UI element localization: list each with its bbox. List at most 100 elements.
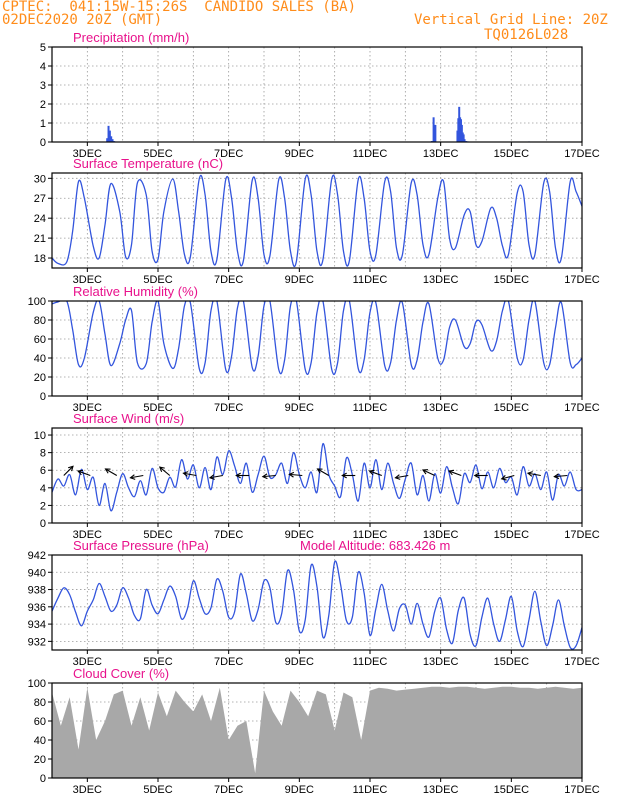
wind-arrow-shaft [63,465,74,476]
panel-frame [51,427,583,524]
x-tick-label: 9DEC [285,784,314,796]
y-tick-label: 20 [34,372,46,384]
header-product-code: TQ0126L028 [484,27,569,43]
y-tick-label: 2 [40,500,46,512]
precip-bar [462,134,465,142]
humidity-panel: 0 20 40 60 80 100 3DEC 5DEC 7DEC 9DEC 11DEC 13DEC 15… [28,284,600,414]
wind-arrow-head [208,474,215,480]
x-tick-label: 13DEC [423,656,459,668]
x-tick-label: 7DEC [214,656,243,668]
plot-area [52,555,582,650]
x-tick-label: 5DEC [143,402,172,414]
x-tick-label: 15DEC [494,529,530,541]
y-tick-label: 80 [34,315,46,327]
panel-frame [51,172,583,269]
x-tick-label: 13DEC [423,274,459,286]
x-tick-label: 13DEC [423,148,459,160]
wind-arrow-shaft [77,470,91,477]
y-tick-label: 0 [40,773,46,785]
precip-panel: 0 1 2 3 4 5 3DEC 5DEC 7DEC 9DEC 11DEC 13DEC 15DEC 17D… [40,30,600,160]
y-tick-label: 40 [34,735,46,747]
wind-arrow-shaft [289,473,303,477]
y-tick-label: 100 [28,296,46,308]
wind-arrow-head [368,469,375,476]
precip-bar [463,139,466,142]
wind-arrow-shaft [395,474,409,479]
x-tick-label: 5DEC [143,529,172,541]
precip-bar [110,136,113,142]
x-tick-label: 3DEC [73,529,102,541]
y-tick-label: 20 [34,754,46,766]
wind-arrow-head [68,465,74,472]
x-tick-label: 17DEC [564,402,600,414]
wind-series-line [52,443,582,512]
precip-bar [111,139,114,142]
x-tick-label: 17DEC [564,656,600,668]
pressure-title: Surface Pressure (hPa) [73,538,209,553]
wind-arrow-head [421,469,429,475]
wind-arrow-shaft [369,470,382,477]
wind-arrow-shaft [105,468,118,476]
x-tick-label: 7DEC [214,148,243,160]
x-tick-label: 3DEC [73,148,102,160]
wind-arrow-head [261,473,268,480]
x-tick-label: 17DEC [564,148,600,160]
cloud-cover-area [52,686,582,778]
pressure-panel: 932 934 936 938 940 942 3DEC 5DEC 7DEC 9DEC 11DEC 1… [28,538,600,668]
x-tick-label: 15DEC [494,274,530,286]
wind-arrow-head [526,471,533,477]
wind-arrow-head [158,466,165,473]
x-tick-label: 7DEC [214,529,243,541]
wind-arrow-head [104,468,111,474]
wind-arrow-head [394,474,401,480]
y-tick-label: 0 [40,391,46,403]
wind-arrow-shaft [183,472,197,477]
model-altitude-note: Model Altitude: 683.426 m [300,538,450,553]
x-tick-label: 15DEC [494,402,530,414]
y-tick-label: 80 [34,697,46,709]
x-tick-label: 15DEC [494,784,530,796]
wind-arrow-shaft [262,474,276,478]
x-tick-label: 17DEC [564,274,600,286]
wind-arrow-head [76,469,84,476]
y-tick-label: 21 [34,233,46,245]
x-tick-label: 5DEC [143,274,172,286]
wind-arrow-head [447,469,455,476]
x-tick-label: 3DEC [73,656,102,668]
x-tick-label: 3DEC [73,784,102,796]
x-tick-label: 5DEC [143,148,172,160]
y-tick-label: 10 [34,430,46,442]
precip-bar [108,130,111,142]
temperature-title: Surface Temperature (nC) [73,156,223,171]
cloud-panel: 0 20 40 60 80 100 3DEC 5DEC 7DEC 9DEC 11DEC 13DEC 15… [28,666,600,796]
grid [52,173,583,268]
header-station: CPTEC: 041:15W-15:26S CANDIDO SALES (BA) [2,0,357,15]
x-tick-label: 11DEC [353,656,388,668]
panel-frame [51,46,583,143]
y-tick-label: 938 [28,585,46,597]
wind-arrow-shaft [501,474,515,480]
wind-arrow-head [129,474,136,480]
panel-frame [51,682,583,779]
x-tick-label: 15DEC [494,656,530,668]
y-tick-label: 27 [34,193,46,205]
plot-area [52,47,582,142]
y-tick-label: 8 [40,448,46,460]
precip-bar [434,124,437,142]
y-tick-label: 934 [28,619,46,631]
header-datetime: 02DEC2020 20Z (GMT) [2,12,163,28]
wind-arrow-shaft [317,468,330,476]
y-tick-label: 0 [40,137,46,149]
precip-bar [106,138,109,142]
wind-arrow-shaft [527,472,541,477]
wind-arrow-head [341,472,347,479]
grid [52,428,583,523]
wind-arrow-shaft [209,474,223,479]
x-tick-label: 11DEC [353,784,388,796]
pressure-series-line [52,560,582,650]
wind-arrow-shaft [159,466,171,476]
precip-bar [432,117,435,142]
x-tick-label: 17DEC [564,784,600,796]
precip-bar [107,125,110,142]
y-tick-label: 4 [40,483,46,495]
